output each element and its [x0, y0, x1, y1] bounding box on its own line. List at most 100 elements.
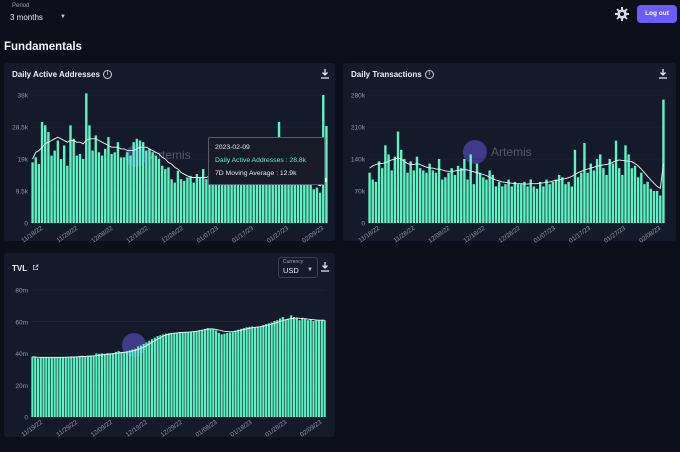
chart-bar[interactable]	[206, 328, 209, 417]
chart-bar[interactable]	[284, 179, 287, 223]
chart-bar[interactable]	[86, 355, 90, 417]
chart-bar[interactable]	[270, 322, 273, 417]
chart-bar[interactable]	[88, 125, 91, 223]
chart-bar[interactable]	[72, 138, 75, 223]
chart-bar[interactable]	[245, 327, 248, 417]
chart-bar[interactable]	[570, 186, 573, 223]
chart-bar[interactable]	[125, 351, 129, 417]
chart-bar[interactable]	[491, 175, 495, 223]
chart-bar[interactable]	[53, 150, 56, 223]
chart-bar[interactable]	[557, 175, 561, 223]
chart-bar[interactable]	[643, 184, 646, 223]
chart-bar[interactable]	[287, 318, 290, 417]
chart-bar[interactable]	[61, 357, 65, 417]
chart-bar[interactable]	[85, 93, 88, 223]
chart-bar[interactable]	[104, 148, 107, 223]
chart-bar[interactable]	[646, 181, 649, 223]
chart-bar[interactable]	[69, 125, 72, 223]
chart-bar[interactable]	[252, 177, 255, 223]
chart-bar[interactable]	[542, 186, 545, 223]
chart-bar[interactable]	[290, 315, 293, 417]
chart-bar[interactable]	[529, 179, 532, 223]
chart-bar[interactable]	[586, 172, 589, 223]
chart-bar[interactable]	[100, 155, 104, 223]
chart-bar[interactable]	[399, 149, 403, 223]
chart-bar[interactable]	[273, 320, 276, 417]
chart-bar[interactable]	[220, 164, 224, 223]
chart-bar[interactable]	[611, 163, 615, 223]
chart-bar[interactable]	[325, 125, 328, 223]
chart-bar[interactable]	[109, 353, 112, 417]
chart-bar[interactable]	[545, 179, 548, 223]
chart-bar[interactable]	[523, 181, 526, 223]
chart-bar[interactable]	[91, 150, 94, 223]
chart-bar[interactable]	[276, 320, 279, 417]
chart-bar[interactable]	[320, 319, 323, 417]
chart-bar[interactable]	[159, 335, 162, 417]
chart-bar[interactable]	[187, 332, 190, 417]
chart-bar[interactable]	[134, 348, 137, 417]
chart-bar[interactable]	[141, 142, 145, 223]
chart-bar[interactable]	[513, 181, 517, 223]
period-selector[interactable]: Period 3 months ▼	[6, 3, 70, 25]
chart-bar[interactable]	[475, 163, 479, 223]
chart-bar[interactable]	[633, 165, 637, 223]
chart-bar[interactable]	[306, 320, 309, 417]
chart-bar[interactable]	[248, 326, 251, 417]
chart-bar[interactable]	[81, 159, 85, 223]
chart-bar[interactable]	[393, 156, 397, 223]
chart-bar[interactable]	[114, 351, 117, 417]
chart-bar[interactable]	[303, 184, 306, 223]
chart-bar[interactable]	[78, 355, 81, 417]
chart-bar[interactable]	[45, 357, 48, 417]
chart-bar[interactable]	[36, 358, 40, 417]
period-dropdown[interactable]: 3 months ▼	[6, 10, 70, 25]
chart-bar[interactable]	[195, 330, 198, 417]
chart-bar[interactable]	[40, 121, 44, 223]
chart-bar[interactable]	[315, 187, 319, 223]
download-icon[interactable]	[319, 261, 331, 273]
chart-bar[interactable]	[131, 349, 134, 417]
chart-bar[interactable]	[173, 182, 176, 223]
tvl-chart[interactable]: 80m 60m 40m 20m 011/19/22 11/29/22 12/09/22 12/…	[4, 253, 335, 439]
chart-bar[interactable]	[95, 353, 98, 418]
chart-bar[interactable]	[652, 191, 656, 223]
chart-bar[interactable]	[301, 317, 304, 417]
chart-bar[interactable]	[84, 356, 87, 417]
chart-bar[interactable]	[317, 320, 321, 417]
chart-bar[interactable]	[227, 165, 230, 223]
chart-bar[interactable]	[70, 356, 73, 417]
chart-bar[interactable]	[453, 175, 457, 223]
chart-bar[interactable]	[100, 353, 104, 418]
chart-bar[interactable]	[246, 179, 249, 223]
chart-bar[interactable]	[53, 356, 56, 417]
chart-bar[interactable]	[256, 327, 259, 417]
chart-bar[interactable]	[50, 357, 53, 417]
chart-bar[interactable]	[567, 181, 570, 223]
chart-bar[interactable]	[592, 170, 596, 223]
chart-bar[interactable]	[627, 154, 630, 223]
chart-bar[interactable]	[516, 184, 520, 223]
chart-bar[interactable]	[198, 177, 202, 223]
chart-bar[interactable]	[224, 164, 227, 223]
chart-bar[interactable]	[434, 172, 438, 223]
chart-bar[interactable]	[189, 175, 192, 223]
chart-bar[interactable]	[312, 189, 315, 223]
chart-bar[interactable]	[573, 149, 577, 223]
chart-bar[interactable]	[444, 177, 447, 223]
chart-bar[interactable]	[482, 177, 485, 223]
gear-icon[interactable]	[614, 6, 630, 22]
chart-bar[interactable]	[223, 333, 226, 417]
chart-bar[interactable]	[138, 140, 142, 223]
chart-bar[interactable]	[368, 172, 371, 223]
chart-bar[interactable]	[148, 148, 151, 223]
chart-bar[interactable]	[228, 332, 232, 417]
chart-bar[interactable]	[192, 331, 195, 417]
chart-bar[interactable]	[176, 332, 179, 417]
chart-bar[interactable]	[595, 159, 599, 223]
chart-bar[interactable]	[50, 155, 53, 223]
chart-bar[interactable]	[208, 174, 211, 223]
chart-bar[interactable]	[287, 164, 290, 223]
chart-bar[interactable]	[284, 319, 287, 417]
chart-bar[interactable]	[142, 343, 145, 417]
